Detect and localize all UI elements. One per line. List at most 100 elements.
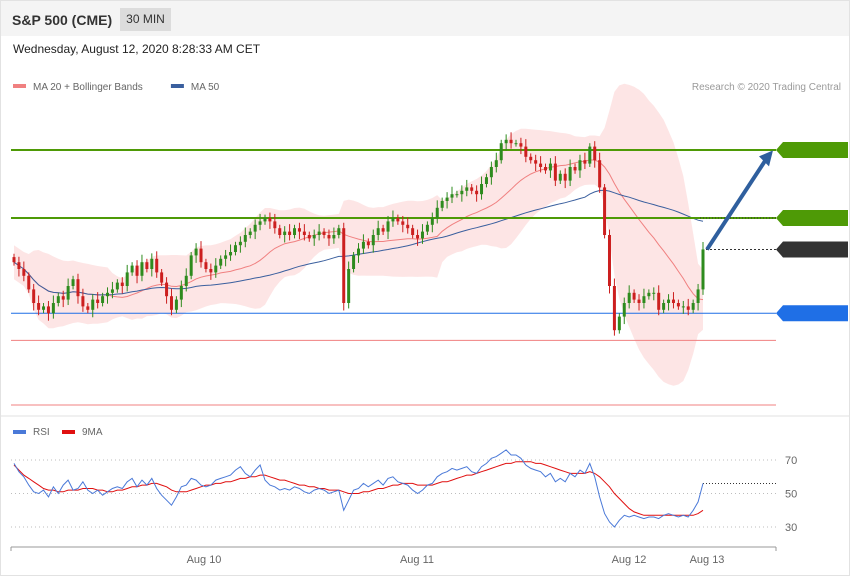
candle-body xyxy=(135,265,139,276)
candle-body xyxy=(667,299,671,303)
candle-body xyxy=(66,286,70,300)
candle-body xyxy=(455,194,459,196)
candle-body xyxy=(317,231,321,235)
candle-body xyxy=(189,255,193,276)
candle-body xyxy=(420,231,424,239)
candle-body xyxy=(509,139,513,144)
candle-body xyxy=(37,303,41,310)
candle-body xyxy=(445,197,449,201)
candle-body xyxy=(199,248,203,263)
candle-body xyxy=(322,231,326,235)
candle-body xyxy=(86,306,90,310)
copyright: Research © 2020 Trading Central xyxy=(692,82,841,93)
candle-body xyxy=(140,262,144,276)
candle-body xyxy=(676,303,680,307)
candle-body xyxy=(662,303,666,310)
level-tag xyxy=(776,305,848,322)
candle-body xyxy=(302,231,306,235)
candle-body xyxy=(617,316,621,331)
candle-body xyxy=(435,207,439,218)
legend-label-9ma: 9MA xyxy=(82,427,103,438)
candle-body xyxy=(179,286,183,300)
candle-body xyxy=(288,231,292,235)
candle-body xyxy=(553,163,557,181)
candle-body xyxy=(51,303,55,314)
candle-body xyxy=(406,224,410,229)
candle-body xyxy=(61,296,65,300)
chart-header: S&P 500 (CME) 30 MIN xyxy=(1,1,849,36)
candle-body xyxy=(534,160,538,164)
candle-body xyxy=(253,224,257,232)
candle-body xyxy=(174,299,178,310)
candle-body xyxy=(573,167,577,171)
candle-body xyxy=(219,258,223,266)
candle-body xyxy=(357,248,360,256)
candle-body xyxy=(524,146,528,157)
candle-body xyxy=(184,275,188,286)
level-tag xyxy=(776,241,848,258)
x-axis: Aug 10 Aug 11 Aug 12 Aug 13 xyxy=(10,546,777,566)
candle-body xyxy=(145,262,149,269)
candle-body xyxy=(411,228,415,235)
candle-body xyxy=(115,282,119,290)
candle-body xyxy=(194,248,198,256)
candle-body xyxy=(416,235,420,239)
x-axis-label: Aug 12 xyxy=(612,554,647,566)
interval-badge[interactable]: 30 MIN xyxy=(120,8,171,31)
candle-body xyxy=(529,156,533,161)
ma20-line xyxy=(13,159,704,301)
candle-body xyxy=(17,262,21,269)
candle-body xyxy=(12,257,16,263)
candle-body xyxy=(622,303,626,317)
candle-body xyxy=(22,269,26,276)
candle-body xyxy=(401,221,405,225)
candle-body xyxy=(307,235,311,239)
candle-body xyxy=(632,292,636,300)
x-axis-label: Aug 11 xyxy=(400,554,434,566)
legend-swatch-9ma xyxy=(62,430,75,434)
candle-body xyxy=(691,303,695,310)
legend-label: MA 20 + Bollinger Bands xyxy=(33,82,143,93)
candle-body xyxy=(578,160,582,171)
candle-body xyxy=(224,255,228,259)
candle-body xyxy=(642,296,646,303)
candle-body xyxy=(283,231,287,235)
candle-body xyxy=(155,258,159,273)
candle-body xyxy=(465,187,469,191)
candle-body xyxy=(160,272,164,283)
candle-body xyxy=(347,269,351,303)
candle-body xyxy=(603,187,607,235)
instrument-title: S&P 500 (CME) xyxy=(12,12,113,28)
legend-swatch xyxy=(13,84,26,88)
candle-body xyxy=(681,306,685,308)
candle-body xyxy=(76,279,80,297)
candle-body xyxy=(470,187,474,191)
candle-body xyxy=(169,296,173,310)
candle-body xyxy=(484,177,488,184)
candle-body xyxy=(450,194,454,198)
candle-body xyxy=(607,235,611,286)
candle-body xyxy=(637,299,641,303)
candle-body xyxy=(686,306,690,310)
candle-body xyxy=(165,282,169,297)
rsi-level-label: 30 xyxy=(785,522,797,534)
candle-body xyxy=(460,190,464,195)
candle-body xyxy=(544,167,548,171)
legend-swatch xyxy=(170,84,184,88)
candle-body xyxy=(46,306,50,314)
candle-body xyxy=(475,190,479,195)
candle-body xyxy=(701,249,705,290)
candle-body xyxy=(647,292,651,297)
candle-body xyxy=(110,289,114,293)
level-tags xyxy=(776,142,848,322)
candle-body xyxy=(504,139,508,144)
x-axis-label: Aug 10 xyxy=(187,554,222,566)
candle-body xyxy=(263,218,267,222)
candle-body xyxy=(386,221,390,232)
candle-body xyxy=(366,241,370,246)
candle-body xyxy=(391,218,395,222)
candle-body xyxy=(342,228,346,303)
level-tag xyxy=(776,142,848,158)
candle-body xyxy=(233,245,237,252)
candle-body xyxy=(204,262,208,269)
